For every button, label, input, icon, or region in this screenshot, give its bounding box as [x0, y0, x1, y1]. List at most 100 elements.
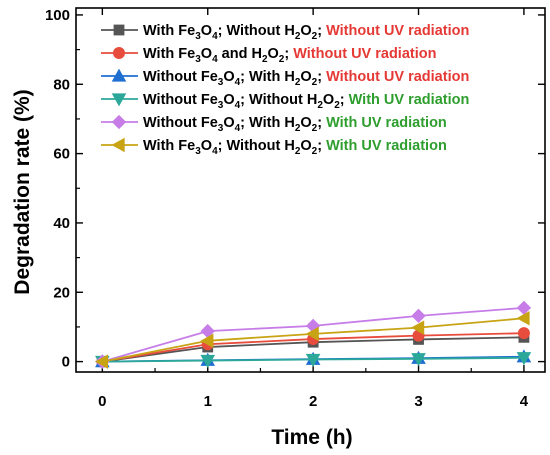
legend-item: With Fe3O4; Without H2O2; With UV radiat… [101, 137, 447, 157]
legend-text-part: ; Without H [218, 138, 295, 154]
legend-text-part: With UV radiation [326, 138, 447, 154]
chart-legend: With Fe3O4; Without H2O2; Without UV rad… [101, 23, 469, 157]
legend-text-part: Without Fe [143, 69, 218, 85]
legend-text-part: With Fe [143, 138, 195, 154]
legend-text-part: O [300, 23, 311, 39]
legend-text-part: Without Fe [143, 92, 218, 108]
data-point [516, 352, 532, 366]
x-tick-label: 2 [309, 393, 317, 410]
data-point [411, 320, 425, 335]
legend-subscript: 2 [295, 123, 301, 134]
legend-text-part: O [300, 69, 311, 85]
x-tick-label: 4 [520, 393, 529, 410]
data-point [305, 326, 319, 342]
legend-text-part: With UV radiation [326, 115, 447, 131]
legend-label: With Fe3O4 and H2O2; Without UV radiatio… [143, 46, 436, 65]
legend-subscript: 4 [212, 31, 218, 42]
legend-label: Without Fe3O4; Without H2O2; With UV rad… [143, 92, 469, 111]
legend-label: With Fe3O4; Without H2O2; With UV radiat… [143, 138, 447, 157]
legend-marker-circle [113, 47, 126, 60]
y-tick-label: 60 [53, 146, 70, 163]
legend-text-part: ; [284, 46, 293, 62]
legend-text-part: and H [218, 46, 262, 62]
legend-text-part: ; [317, 138, 326, 154]
x-tick-label: 1 [204, 393, 212, 410]
legend-subscript: 4 [235, 123, 241, 134]
legend-marker-square [113, 24, 125, 36]
legend-subscript: 4 [212, 146, 218, 157]
legend-item: Without Fe3O4; With H2O2; Without UV rad… [101, 68, 469, 88]
legend-subscript: 3 [218, 123, 224, 134]
legend-text-part: ; With H [240, 115, 295, 131]
legend-marker-triangle-left [111, 137, 125, 153]
legend-item: Without Fe3O4; With H2O2; With UV radiat… [101, 114, 447, 134]
legend-text-part: ; Without H [240, 92, 317, 108]
legend-subscript: 3 [195, 31, 201, 42]
legend-subscript: 3 [218, 100, 224, 111]
y-tick-label: 40 [53, 215, 70, 232]
legend-text-part: O [201, 46, 212, 62]
legend-text-part: ; [317, 115, 326, 131]
legend-subscript: 4 [235, 100, 241, 111]
legend-text-part: O [201, 138, 212, 154]
legend-item: Without Fe3O4; Without H2O2; With UV rad… [101, 92, 469, 111]
legend-subscript: 2 [334, 100, 340, 111]
legend-subscript: 2 [312, 77, 318, 88]
legend-text-part: O [201, 23, 212, 39]
legend-text-part: With UV radiation [349, 92, 470, 108]
data-point [94, 354, 109, 369]
legend-marker-diamond [111, 114, 127, 130]
legend-text-part: ; [317, 23, 326, 39]
legend-label: With Fe3O4; Without H2O2; Without UV rad… [143, 23, 469, 42]
legend-text-part: O [223, 92, 234, 108]
legend-text-part: O [323, 92, 334, 108]
legend-text-part: O [268, 46, 279, 62]
x-tick-label: 3 [414, 393, 422, 410]
y-tick-label: 20 [53, 284, 70, 301]
legend-subscript: 4 [235, 77, 241, 88]
y-axis-title: Degradation rate (%) [11, 89, 34, 294]
legend-item: With Fe3O4 and H2O2; Without UV radiatio… [101, 46, 436, 65]
data-point [517, 327, 530, 340]
legend-subscript: 2 [312, 146, 318, 157]
y-tick-label: 80 [53, 76, 70, 93]
legend-text-part: O [223, 69, 234, 85]
legend-subscript: 2 [295, 77, 301, 88]
legend-subscript: 2 [262, 54, 268, 65]
data-point [200, 354, 216, 368]
legend-text-part: With Fe [143, 23, 195, 39]
x-tick-label: 0 [98, 393, 106, 410]
series-6 [94, 310, 530, 369]
legend-text-part: With Fe [143, 46, 195, 62]
legend-marker-triangle-down [111, 93, 127, 107]
chart-series-layer [94, 300, 532, 370]
legend-text-part: ; [340, 92, 349, 108]
data-point [516, 310, 530, 326]
legend-text-part: Without UV radiation [293, 46, 436, 62]
legend-subscript: 2 [312, 123, 318, 134]
legend-subscript: 2 [295, 31, 301, 42]
legend-subscript: 2 [312, 31, 318, 42]
legend-text-part: Without UV radiation [326, 69, 469, 85]
legend-label: Without Fe3O4; With H2O2; Without UV rad… [143, 69, 469, 88]
series-4 [95, 352, 532, 370]
legend-subscript: 4 [212, 54, 218, 65]
legend-subscript: 3 [195, 54, 201, 65]
legend-subscript: 3 [195, 146, 201, 157]
legend-text-part: ; With H [240, 69, 295, 85]
legend-text-part: Without UV radiation [326, 23, 469, 39]
legend-text-part: O [223, 115, 234, 131]
legend-item: With Fe3O4; Without H2O2; Without UV rad… [101, 23, 469, 42]
y-tick-label: 100 [45, 7, 70, 24]
legend-text-part: O [300, 138, 311, 154]
legend-subscript: 2 [295, 146, 301, 157]
data-point [305, 353, 321, 367]
legend-subscript: 2 [279, 54, 285, 65]
x-axis-title: Time (h) [271, 426, 352, 449]
data-point [411, 353, 426, 367]
legend-text-part: Without Fe [143, 115, 218, 131]
legend-subscript: 2 [317, 100, 323, 111]
plot-frame [75, 7, 546, 373]
data-point [200, 333, 214, 349]
